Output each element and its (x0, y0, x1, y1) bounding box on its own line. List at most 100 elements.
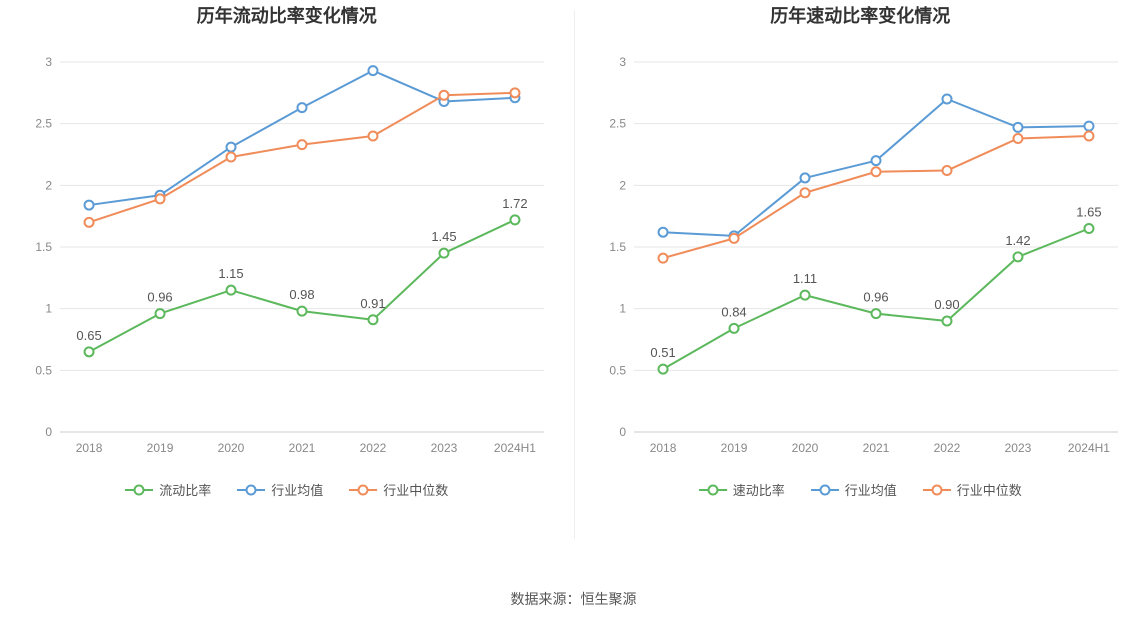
y-tick-label: 2 (619, 178, 626, 192)
right-chart-title: 历年速动比率变化情况 (584, 2, 1138, 28)
right-panel: 历年速动比率变化情况 00.511.522.532018201920202021… (574, 0, 1147, 583)
x-tick-label: 2020 (791, 441, 818, 455)
series-marker-industry_median (729, 234, 738, 243)
legend-item-industry_median: 行业中位数 (349, 480, 448, 499)
x-tick-label: 2018 (649, 441, 676, 455)
left-chart-plot: 00.511.522.53201820192020202120222023202… (10, 32, 564, 472)
panel-divider (574, 10, 575, 539)
data-label: 1.45 (431, 229, 456, 244)
series-marker-industry_avg (658, 228, 667, 237)
legend-swatch-icon (923, 483, 951, 497)
data-label: 1.11 (792, 271, 816, 286)
series-marker-primary (1084, 224, 1093, 233)
series-marker-primary (510, 215, 519, 224)
series-marker-primary (298, 307, 307, 316)
series-marker-primary (729, 324, 738, 333)
data-label: 1.72 (502, 196, 527, 211)
series-marker-industry_avg (800, 173, 809, 182)
series-marker-industry_avg (871, 156, 880, 165)
x-tick-label: 2019 (147, 441, 174, 455)
figure-root: 历年流动比率变化情况 0 0.5 1 1.5 2 2.5 3 2018 2019 2020 2021… (0, 0, 1147, 619)
series-marker-primary (871, 309, 880, 318)
legend-swatch-icon (237, 483, 265, 497)
legend-label: 行业均值 (271, 480, 323, 499)
y-tick-label: 2.5 (609, 117, 626, 131)
left-chart-title: 历年流动比率变化情况 (10, 2, 564, 28)
y-tick-label: 2 (45, 178, 52, 192)
charts-row: 历年流动比率变化情况 0 0.5 1 1.5 2 2.5 3 2018 2019 2020 2021… (0, 0, 1147, 583)
data-label: 0.65 (76, 328, 101, 343)
legend-label: 流动比率 (159, 480, 211, 499)
data-source-label: 数据来源：恒生聚源 (0, 583, 1147, 619)
legend-item-primary: 流动比率 (125, 480, 211, 499)
data-label: 0.90 (934, 297, 959, 312)
legend-swatch-icon (349, 483, 377, 497)
series-marker-industry_avg (298, 103, 307, 112)
series-marker-primary (156, 309, 165, 318)
x-tick-label: 2021 (862, 441, 889, 455)
y-tick-label: 0 (619, 425, 626, 439)
data-label: 0.96 (863, 290, 888, 305)
x-tick-label: 2022 (360, 441, 387, 455)
series-marker-industry_avg (227, 143, 236, 152)
series-marker-primary (85, 347, 94, 356)
left-panel: 历年流动比率变化情况 00.511.522.532018201920202021… (0, 0, 574, 583)
legend-swatch-icon (699, 483, 727, 497)
data-label: 0.98 (289, 287, 314, 302)
legend-item-primary: 速动比率 (699, 480, 785, 499)
left-chart-legend: 流动比率 行业均值 行业中位数 (10, 480, 564, 499)
legend-swatch-icon (811, 483, 839, 497)
series-marker-industry_median (85, 218, 94, 227)
legend-label: 行业中位数 (383, 480, 448, 499)
data-label: 1.15 (218, 266, 243, 281)
series-marker-industry_median (1084, 132, 1093, 141)
y-tick-label: 0.5 (609, 363, 626, 377)
right-chart-plot: 00.511.522.53201820192020202120222023202… (584, 32, 1138, 472)
y-tick-label: 3 (619, 55, 626, 69)
legend-label: 行业中位数 (957, 480, 1022, 499)
series-marker-primary (368, 315, 377, 324)
series-marker-industry_median (800, 188, 809, 197)
series-marker-industry_median (942, 166, 951, 175)
x-tick-label: 2023 (431, 441, 458, 455)
series-marker-industry_median (510, 88, 519, 97)
series-marker-industry_median (658, 254, 667, 263)
x-tick-label: 2020 (218, 441, 245, 455)
series-marker-industry_median (871, 167, 880, 176)
data-label: 0.91 (360, 296, 385, 311)
series-marker-industry_median (439, 91, 448, 100)
x-tick-label: 2018 (76, 441, 103, 455)
series-marker-primary (227, 286, 236, 295)
y-tick-label: 0.5 (35, 363, 52, 377)
legend-label: 行业均值 (845, 480, 897, 499)
series-marker-industry_median (368, 132, 377, 141)
right-chart-legend: 速动比率 行业均值 行业中位数 (584, 480, 1138, 499)
series-marker-primary (800, 291, 809, 300)
y-tick-label: 1.5 (35, 240, 52, 254)
series-marker-industry_avg (942, 95, 951, 104)
data-label: 1.42 (1005, 233, 1030, 248)
y-tick-label: 0 (45, 425, 52, 439)
x-tick-label: 2019 (720, 441, 747, 455)
x-tick-label: 2022 (933, 441, 960, 455)
x-tick-label: 2021 (289, 441, 316, 455)
y-tick-label: 1 (619, 302, 626, 316)
series-marker-industry_median (298, 140, 307, 149)
series-marker-industry_avg (1013, 123, 1022, 132)
y-tick-label: 2.5 (35, 117, 52, 131)
x-tick-label: 2024H1 (494, 441, 536, 455)
legend-item-industry_avg: 行业均值 (237, 480, 323, 499)
series-marker-primary (1013, 252, 1022, 261)
series-marker-primary (439, 249, 448, 258)
series-marker-industry_median (1013, 134, 1022, 143)
x-tick-label: 2023 (1004, 441, 1031, 455)
series-marker-industry_avg (368, 66, 377, 75)
y-tick-label: 3 (45, 55, 52, 69)
series-marker-primary (942, 317, 951, 326)
x-tick-label: 2024H1 (1067, 441, 1109, 455)
series-marker-industry_avg (1084, 122, 1093, 131)
data-label: 0.96 (147, 290, 172, 305)
data-label: 0.84 (721, 304, 746, 319)
legend-swatch-icon (125, 483, 153, 497)
series-marker-industry_median (156, 194, 165, 203)
